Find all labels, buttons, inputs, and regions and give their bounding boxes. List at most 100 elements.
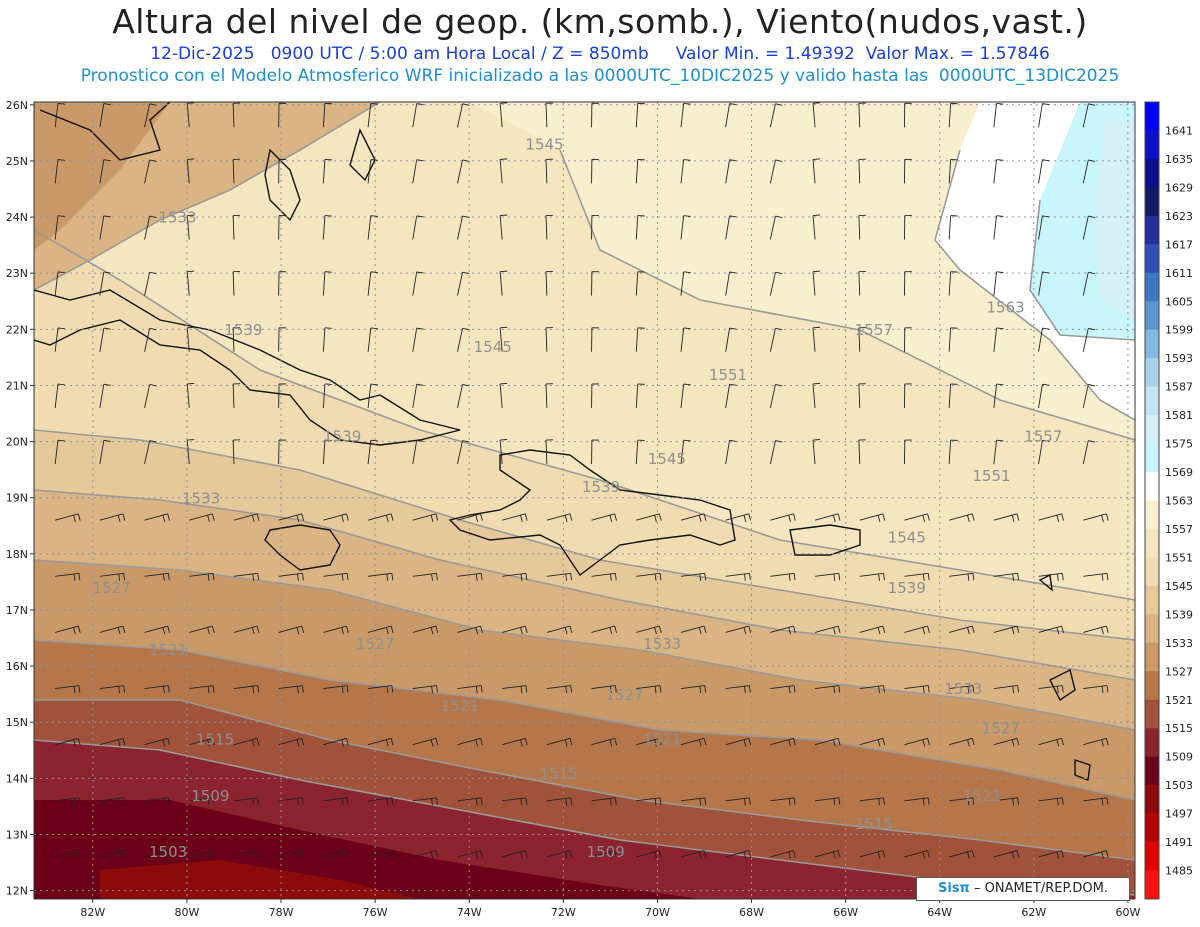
wind-barb-flag bbox=[500, 158, 508, 160]
wind-barb-staff bbox=[412, 513, 437, 521]
colorbar-swatch bbox=[1145, 614, 1159, 644]
wind-barb-flag bbox=[1011, 627, 1015, 635]
wind-barb-staff bbox=[367, 850, 392, 858]
colorbar-swatch bbox=[1145, 443, 1159, 473]
wind-barb-staff bbox=[367, 327, 372, 352]
wind-barb-flag bbox=[167, 685, 170, 693]
wind-barb-flag bbox=[462, 159, 470, 162]
wind-barb-staff bbox=[322, 103, 326, 128]
wind-barb-flag bbox=[207, 573, 210, 581]
lat-label: 24N bbox=[6, 211, 28, 224]
wind-barb-flag bbox=[793, 850, 796, 858]
wind-barb-flag bbox=[207, 798, 210, 806]
wind-barb-staff bbox=[769, 328, 776, 352]
wind-barb-staff bbox=[1082, 272, 1089, 296]
wind-barb-flag bbox=[882, 850, 886, 858]
wind-barb-staff bbox=[322, 215, 326, 240]
colorbar-label: 1641 bbox=[1165, 124, 1193, 137]
wind-barb-staff bbox=[770, 850, 794, 858]
wind-barb-flag bbox=[967, 627, 970, 635]
wind-barb-flag bbox=[301, 738, 305, 746]
wind-barb-staff bbox=[278, 685, 303, 689]
wind-barb-staff bbox=[367, 103, 372, 128]
wind-barb-flag bbox=[1061, 573, 1064, 581]
wind-barb-flag bbox=[346, 513, 349, 521]
wind-barb-flag bbox=[430, 627, 434, 635]
wind-barb-staff bbox=[636, 625, 660, 633]
wind-barb-flag bbox=[967, 739, 970, 747]
wind-barb-staff bbox=[591, 797, 616, 802]
wind-barb-staff bbox=[144, 440, 151, 465]
wind-barb-flag bbox=[149, 440, 157, 443]
colorbar-label: 1629 bbox=[1165, 181, 1193, 194]
wind-barb-staff bbox=[323, 685, 348, 689]
wind-barb-flag bbox=[565, 798, 568, 806]
wind-barb-flag bbox=[1016, 625, 1020, 633]
credit-logo: Sisπ bbox=[938, 881, 970, 896]
wind-barb-staff bbox=[144, 850, 168, 858]
lon-label: 68W bbox=[739, 906, 764, 919]
wind-barb-flag bbox=[812, 158, 820, 160]
lat-label: 14N bbox=[6, 772, 28, 785]
wind-barb-flag bbox=[743, 739, 747, 747]
wind-barb-flag bbox=[788, 851, 791, 859]
colorbar-label: 1521 bbox=[1165, 694, 1193, 707]
lat-label: 16N bbox=[6, 660, 28, 673]
wind-barb-staff bbox=[99, 215, 105, 240]
wind-barb-staff bbox=[725, 328, 730, 352]
wind-barb-flag bbox=[187, 326, 195, 329]
wind-barb-flag bbox=[683, 102, 691, 105]
wind-barb-flag bbox=[370, 439, 378, 442]
wind-barb-flag bbox=[212, 573, 215, 581]
wind-barb-staff bbox=[412, 797, 437, 802]
wind-barb-staff bbox=[186, 327, 190, 352]
colorbar-swatch bbox=[1145, 500, 1159, 530]
wind-barb-flag bbox=[1011, 515, 1015, 523]
wind-barb-flag bbox=[77, 625, 81, 633]
wind-barb-flag bbox=[118, 573, 121, 581]
wind-barb-flag bbox=[775, 327, 783, 331]
wind-barb-flag bbox=[793, 625, 796, 633]
wind-barb-staff bbox=[770, 625, 794, 633]
wind-barb-flag bbox=[187, 439, 195, 441]
wind-barb-flag bbox=[1011, 851, 1015, 859]
wind-barb-flag bbox=[297, 573, 299, 581]
wind-barb-flag bbox=[748, 625, 752, 633]
wind-barb-staff bbox=[948, 159, 952, 184]
wind-barb-flag bbox=[927, 573, 930, 581]
wind-barb-staff bbox=[993, 572, 1018, 577]
wind-barb-flag bbox=[386, 573, 389, 581]
wind-barb-staff bbox=[769, 384, 776, 408]
wind-barb-flag bbox=[698, 515, 702, 523]
wind-barb-staff bbox=[54, 103, 59, 128]
wind-barb-staff bbox=[186, 440, 190, 465]
wind-barb-flag bbox=[877, 627, 881, 635]
wind-barb-staff bbox=[502, 513, 526, 521]
wind-barb-staff bbox=[725, 440, 730, 465]
colorbar-swatch bbox=[1145, 528, 1159, 558]
wind-barb-staff bbox=[54, 383, 59, 408]
wind-barb-flag bbox=[520, 627, 523, 635]
wind-barb-flag bbox=[614, 738, 617, 746]
wind-barb-flag bbox=[967, 515, 970, 523]
wind-barb-staff bbox=[322, 383, 326, 408]
lat-label: 12N bbox=[6, 885, 28, 898]
wind-barb-staff bbox=[812, 215, 816, 240]
longitude-labels: 82W 80W 78W 76W 74W 72W 70W 68W 66W 64W 62W 60W bbox=[80, 899, 1141, 919]
contour-label: 1527 bbox=[982, 719, 1020, 737]
wind-barb-flag bbox=[882, 625, 886, 633]
wind-barb-flag bbox=[658, 738, 662, 746]
wind-barb-flag bbox=[73, 627, 76, 635]
wind-barb-staff bbox=[499, 327, 503, 352]
wind-barb-flag bbox=[78, 797, 81, 805]
wind-barb-flag bbox=[703, 850, 707, 858]
wind-barb-flag bbox=[972, 797, 975, 805]
wind-barb-staff bbox=[680, 625, 705, 633]
wind-barb-flag bbox=[480, 738, 483, 746]
wind-barb-staff bbox=[412, 440, 418, 465]
wind-barb-staff bbox=[322, 271, 326, 296]
wind-barb-flag bbox=[922, 686, 925, 694]
wind-barb-flag bbox=[749, 573, 751, 581]
wind-barb-staff bbox=[99, 625, 124, 633]
wind-barb-staff bbox=[812, 440, 816, 465]
